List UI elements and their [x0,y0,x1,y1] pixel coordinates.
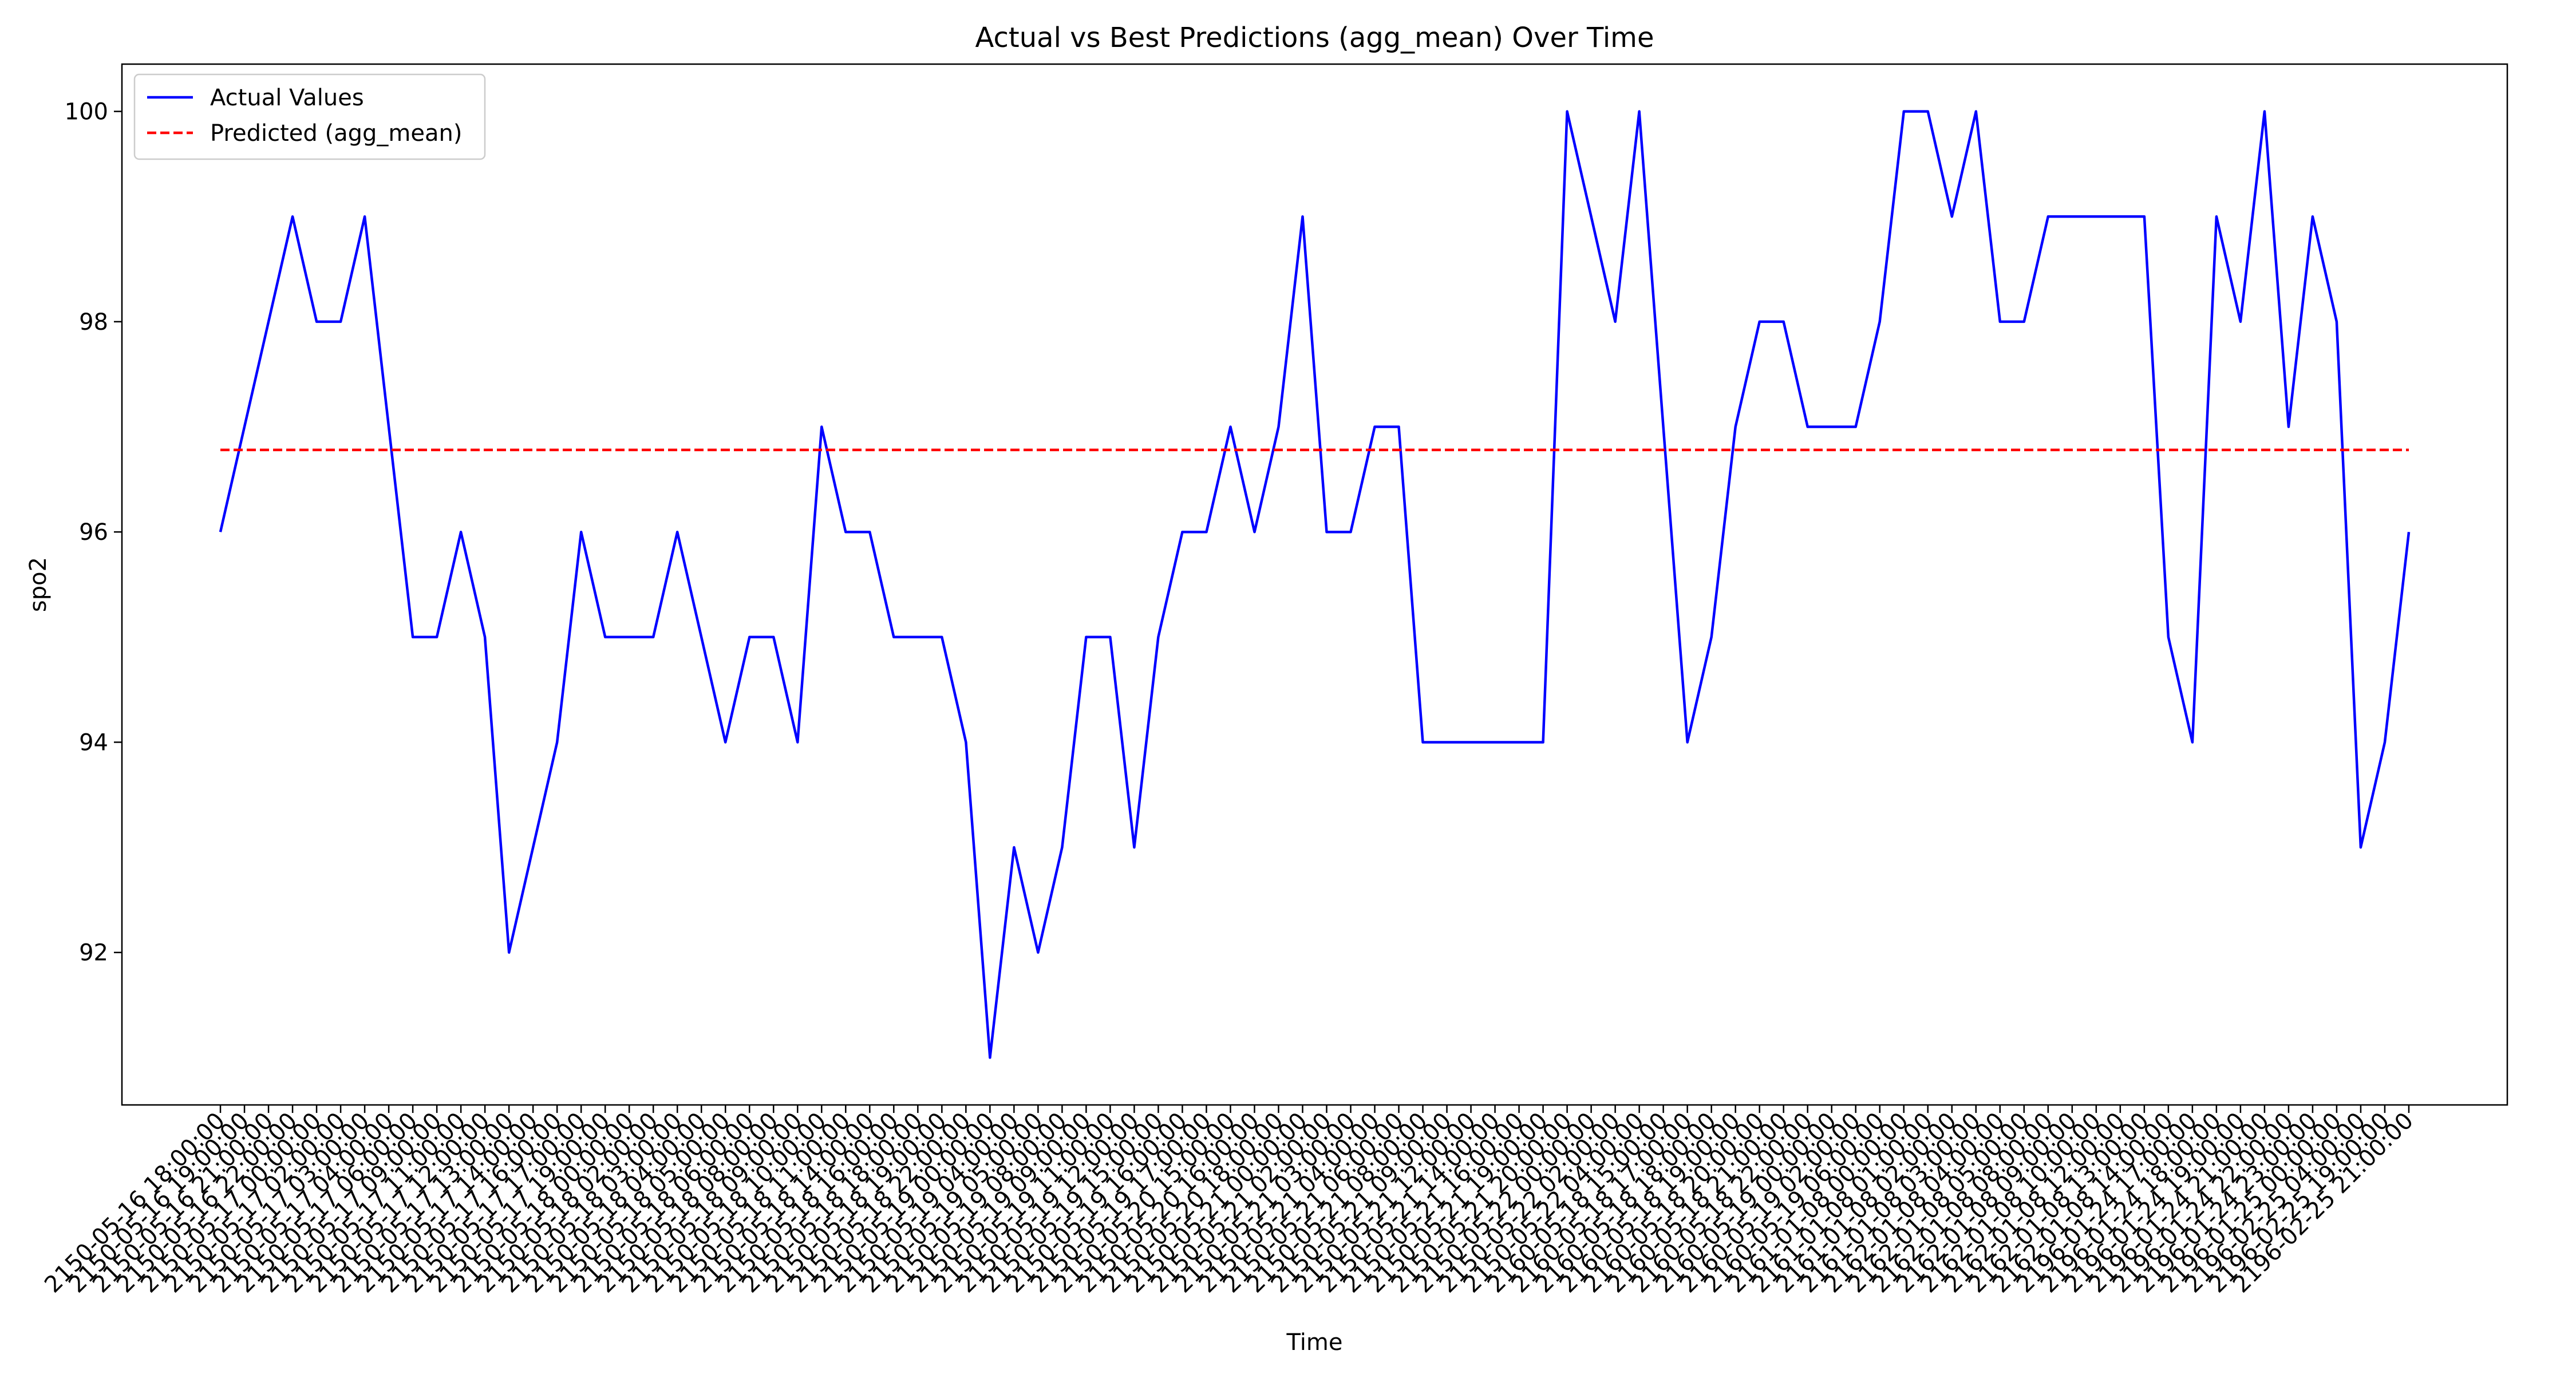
legend-entry: Actual Values [210,85,364,111]
y-axis: 92 94 96 98 100 [65,99,122,966]
actual-series-line [219,110,2411,1059]
legend-entry: Predicted (agg_mean) [210,120,462,147]
plot-area [219,110,2411,1059]
y-tick-label: 100 [65,99,108,125]
y-tick-label: 94 [79,729,108,756]
y-tick-label: 98 [79,309,108,335]
y-tick-label: 92 [79,940,108,966]
legend: Actual Values Predicted (agg_mean) [133,73,486,160]
x-axis-label: Time [1286,1329,1343,1356]
y-tick-label: 96 [79,519,108,546]
legend-box [133,73,486,160]
chart-title: Actual vs Best Predictions (agg_mean) Ov… [975,22,1654,54]
y-axis-label: spo2 [25,557,52,612]
axes-frame [121,63,2508,1106]
